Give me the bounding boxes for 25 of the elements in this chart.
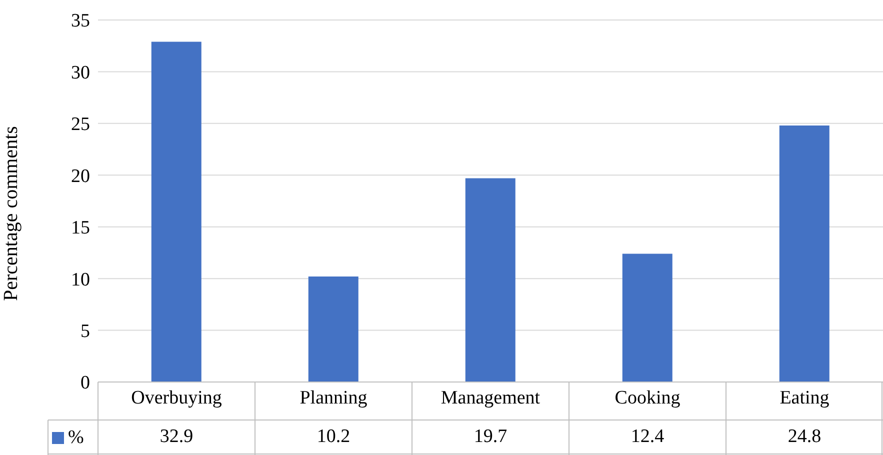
x-tick-label: Management xyxy=(440,387,541,408)
x-tick-label: Planning xyxy=(300,387,368,408)
y-tick-label: 25 xyxy=(71,114,90,136)
y-tick-label: 30 xyxy=(71,62,90,84)
y-tick-label: 20 xyxy=(71,166,90,187)
bar xyxy=(779,125,830,382)
y-axis-title: Percentage comments xyxy=(0,126,22,301)
legend-label: % xyxy=(68,427,84,449)
x-tick-label: Cooking xyxy=(614,387,681,408)
y-tick-label: 10 xyxy=(71,269,90,290)
data-label: 24.8 xyxy=(786,426,822,448)
data-label: 10.2 xyxy=(316,426,352,448)
y-tick-label: 0 xyxy=(80,372,90,394)
y-tick-label: 5 xyxy=(80,321,90,342)
data-label: 12.4 xyxy=(630,426,666,448)
y-tick-label: 35 xyxy=(71,10,90,32)
data-label: 32.9 xyxy=(158,426,194,448)
bar xyxy=(151,42,202,382)
bar xyxy=(622,254,672,382)
x-tick-label: Overbuying xyxy=(131,387,222,408)
bar xyxy=(465,178,516,382)
bar xyxy=(308,276,358,382)
x-tick-label: Eating xyxy=(780,387,830,408)
data-label: 19.7 xyxy=(472,426,508,448)
y-tick-label: 15 xyxy=(71,218,90,239)
